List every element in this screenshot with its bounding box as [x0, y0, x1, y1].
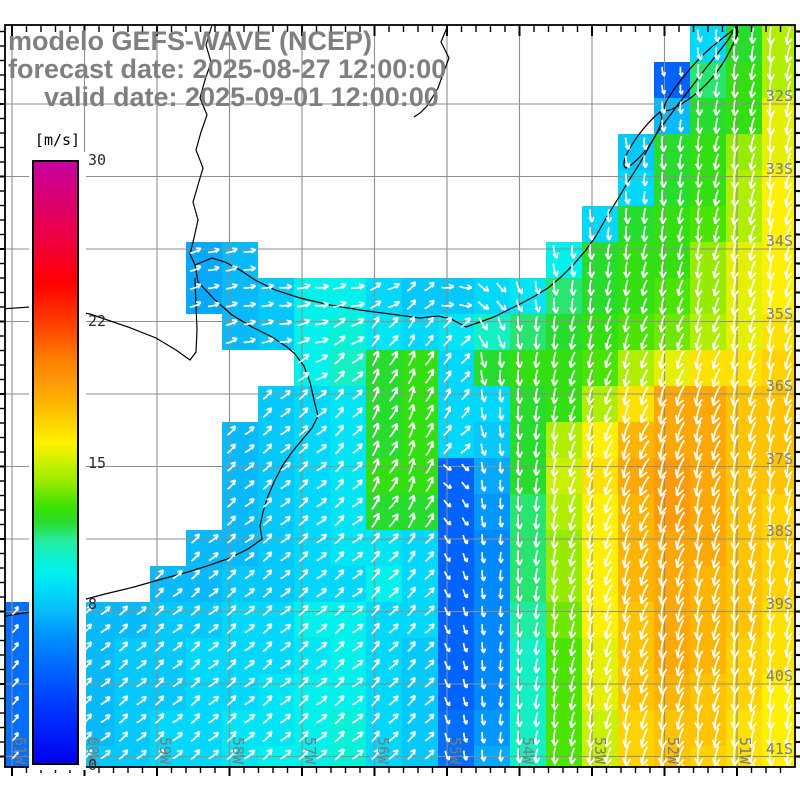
- lat-axis-label: 33S: [765, 159, 793, 178]
- lat-axis-label: 39S: [765, 594, 793, 613]
- colorbar-tick-label: 0: [88, 756, 98, 774]
- colorbar: [29, 152, 86, 770]
- colorbar-gradient: [32, 160, 79, 765]
- lat-axis-label: 41S: [765, 739, 793, 758]
- lon-axis-label: 61W: [11, 737, 29, 765]
- lon-axis-label: 56W: [373, 737, 392, 765]
- map-border: [4, 24, 796, 768]
- forecast-date-line: forecast date: 2025-08-27 12:00:00: [8, 54, 447, 84]
- valid-date-line: valid date: 2025-09-01 12:00:00: [44, 82, 439, 112]
- lon-axis-label: 57W: [301, 737, 319, 765]
- colorbar-tick-label: 8: [88, 594, 98, 613]
- colorbar-tick-label: 15: [88, 453, 107, 472]
- lon-axis-label: 55W: [446, 737, 464, 765]
- latlon-gridlines: [5, 25, 795, 767]
- lon-axis-label: 52W: [663, 737, 682, 765]
- lat-axis-label: 35S: [765, 304, 793, 323]
- lat-axis-label: 40S: [765, 667, 793, 685]
- lon-axis-label: 51W: [736, 737, 754, 765]
- colorbar-unit-label: [m/s]: [34, 131, 81, 149]
- colorbar-tick-label: 22: [88, 312, 107, 331]
- lat-axis-label: 34S: [765, 232, 793, 250]
- lat-axis-label: 38S: [765, 522, 793, 540]
- lat-axis-label: 32S: [765, 87, 793, 105]
- model-title: modelo GEFS-WAVE (NCEP): [8, 26, 373, 56]
- lon-axis-label: 59W: [156, 737, 174, 765]
- lon-axis-label: 53W: [591, 737, 609, 765]
- lon-axis-label: 58W: [228, 737, 247, 765]
- axis-tick-marks: [0, 25, 800, 776]
- lat-axis-label: 36S: [765, 377, 793, 395]
- colorbar-tick-label: 30: [88, 151, 107, 169]
- lon-axis-label: 54W: [518, 737, 537, 765]
- lat-axis-label: 37S: [765, 449, 793, 468]
